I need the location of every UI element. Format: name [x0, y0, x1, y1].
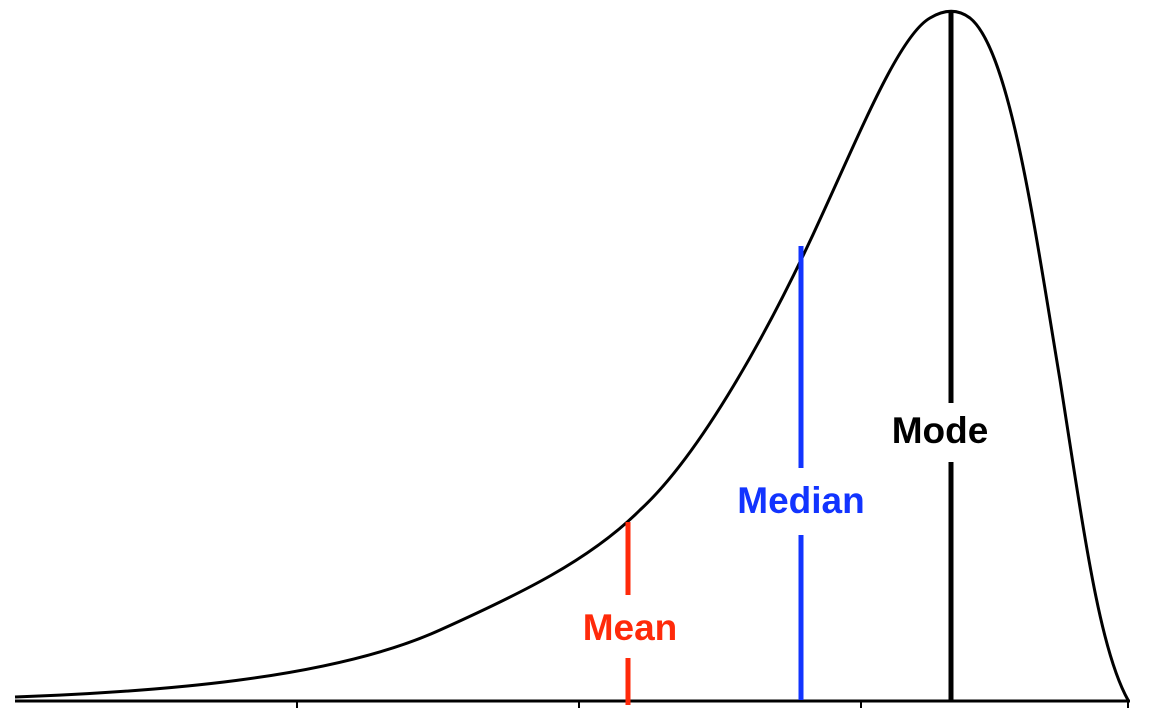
median-label: Median	[737, 480, 864, 521]
mean-label: Mean	[583, 607, 678, 648]
distribution-curve	[14, 9, 1130, 701]
mode-label: Mode	[892, 410, 989, 451]
